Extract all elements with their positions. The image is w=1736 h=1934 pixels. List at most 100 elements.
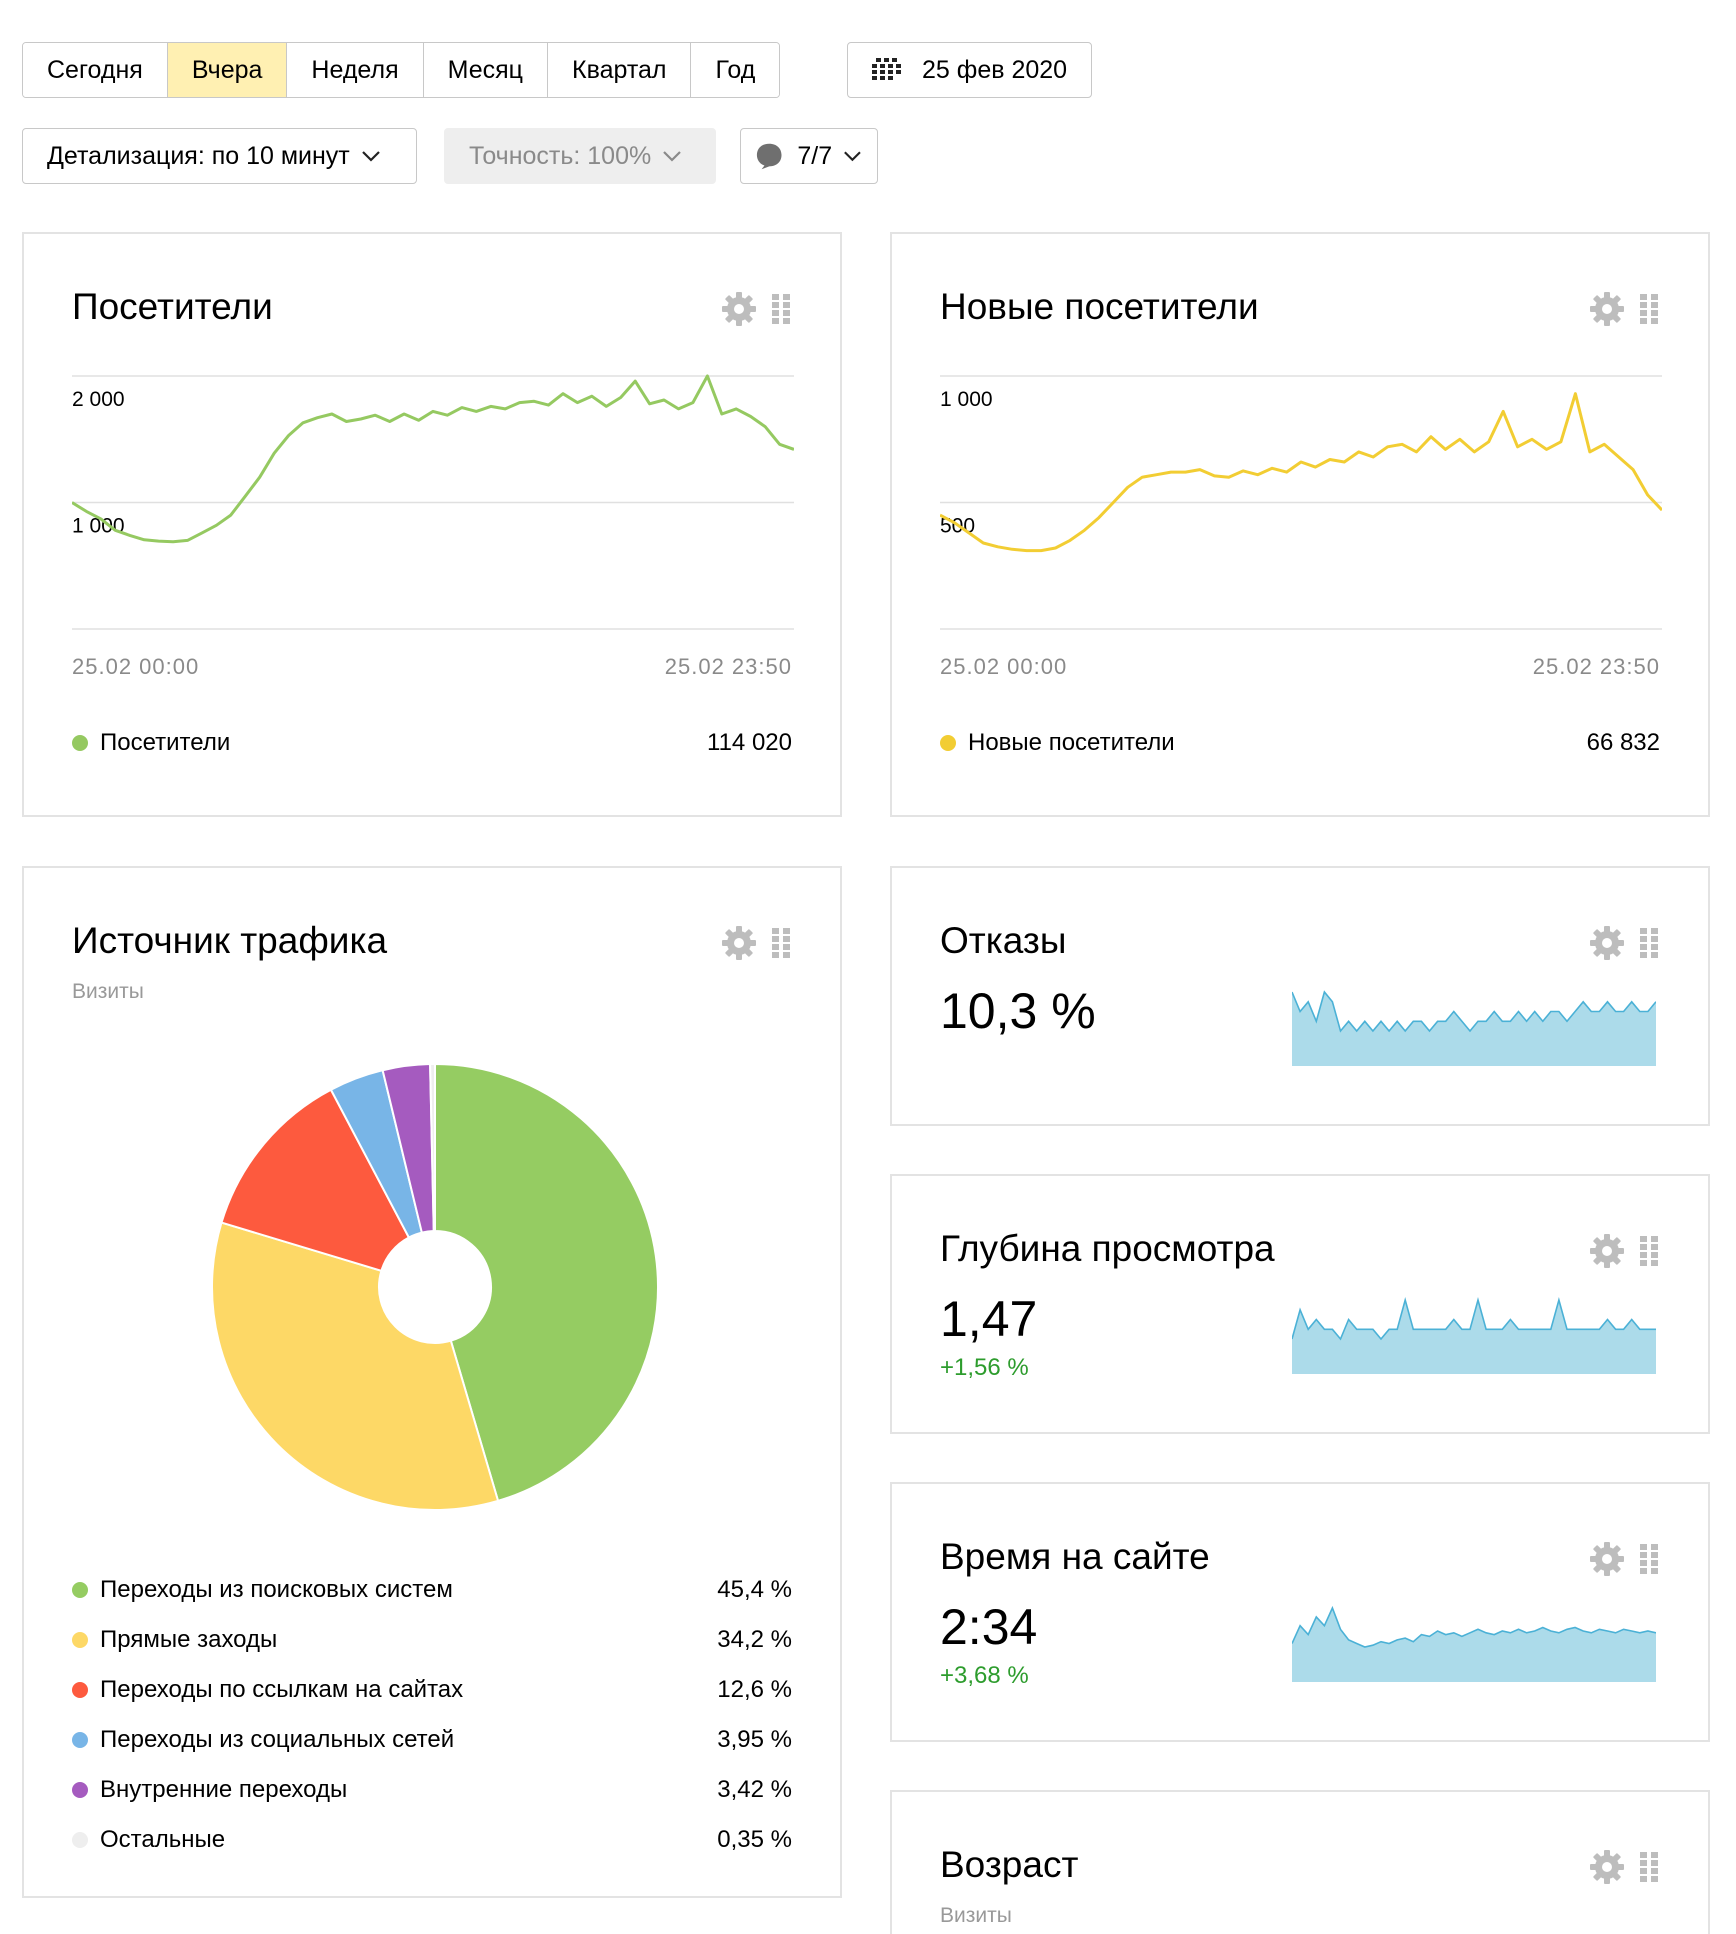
pie-slice[interactable]	[220, 1088, 411, 1273]
x-axis-end: 25.02 23:50	[664, 654, 792, 679]
calendar-icon	[872, 58, 901, 80]
gear-icon[interactable]	[1588, 290, 1626, 328]
legend-label: Остальные	[100, 1826, 226, 1853]
widget-controls	[1588, 1540, 1660, 1578]
widget-controls	[720, 924, 792, 962]
series-line	[72, 374, 794, 544]
sparkline-line	[1292, 990, 1656, 1033]
metric-delta: +1,56 %	[940, 1354, 1029, 1381]
widget-title: Возраст	[940, 1844, 1079, 1885]
period-tab[interactable]: Квартал	[548, 43, 692, 97]
legend-value: 12,6 %	[717, 1676, 792, 1703]
period-selector: Сегодня Вчера Неделя Месяц Квартал Год	[22, 42, 781, 98]
depth-sparkline	[1292, 1296, 1656, 1374]
legend-item[interactable]: Остальные 0,35 %	[72, 1825, 792, 1855]
x-axis-start: 25.02 00:00	[940, 654, 1068, 679]
legend-item[interactable]: Переходы по ссылкам на сайтах 12,6 %	[72, 1675, 792, 1705]
legend-total: 114 020	[707, 729, 792, 756]
drag-handle-icon[interactable]	[770, 292, 792, 326]
metric-value: 2:34	[940, 1599, 1038, 1655]
page-depth-widget: Глубина просмотра 1,47 +1,56 %	[890, 1174, 1710, 1434]
legend-item[interactable]: Переходы из поисковых систем 45,4 %	[72, 1575, 792, 1605]
time-on-site-widget: Время на сайте 2:34 +3,68 %	[890, 1482, 1710, 1742]
drag-handle-icon[interactable]	[1638, 1234, 1660, 1268]
legend-dot	[72, 1632, 88, 1648]
legend-item[interactable]: Внутренние переходы 3,42 %	[72, 1775, 792, 1805]
legend-label: Посетители	[100, 729, 231, 756]
sparkline-area	[1292, 1300, 1656, 1374]
comment-icon	[756, 143, 782, 170]
widget-title: Новые посетители	[940, 286, 1259, 327]
drag-handle-icon[interactable]	[1638, 1850, 1660, 1884]
gear-icon[interactable]	[1588, 1232, 1626, 1270]
traffic-source-widget: Источник трафика Визиты Переходы из поис…	[22, 866, 842, 1898]
gear-icon[interactable]	[720, 924, 758, 962]
legend-value: 3,42 %	[717, 1776, 792, 1803]
sparkline-area	[1292, 1608, 1656, 1682]
legend-dot	[72, 1732, 88, 1748]
metric-value: 1,47	[940, 1291, 1038, 1347]
widget-controls	[1588, 290, 1660, 328]
legend-total: 66 832	[1586, 729, 1660, 756]
widget-title: Посетители	[72, 286, 273, 327]
period-tab[interactable]: Год	[691, 43, 780, 97]
drag-handle-icon[interactable]	[770, 926, 792, 960]
y-tick-label: 1 000	[940, 388, 993, 411]
bounce-sparkline	[1292, 990, 1656, 1066]
drag-handle-icon[interactable]	[1638, 926, 1660, 960]
accuracy-select[interactable]: Точность: 100%	[444, 128, 716, 184]
pie-slice[interactable]	[429, 1062, 436, 1233]
date-picker-button[interactable]: 25 фев 2020	[847, 42, 1093, 98]
legend-dot	[72, 1832, 88, 1848]
visitors-chart: 2 000 1 000	[72, 374, 794, 630]
legend-item: Новые посетители 66 832	[940, 728, 1660, 758]
legend-value: 34,2 %	[717, 1626, 792, 1653]
legend-label: Внутренние переходы	[100, 1776, 348, 1803]
sparkline-line	[1292, 1296, 1656, 1341]
widget-controls	[720, 290, 792, 328]
age-widget: Возраст Визиты	[890, 1790, 1710, 1934]
legend-item[interactable]: Прямые заходы 34,2 %	[72, 1625, 792, 1655]
x-axis-start: 25.02 00:00	[72, 654, 200, 679]
bounce-rate-widget: Отказы 10,3 %	[890, 866, 1710, 1126]
chevron-down-icon	[844, 151, 861, 162]
gear-icon[interactable]	[1588, 1848, 1626, 1886]
period-tab[interactable]: Месяц	[423, 43, 548, 97]
drag-handle-icon[interactable]	[1638, 292, 1660, 326]
chevron-down-icon	[361, 151, 380, 162]
widget-subtitle: Визиты	[940, 1904, 1012, 1927]
legend-dot	[72, 1682, 88, 1698]
period-tab[interactable]: Вчера	[167, 43, 288, 97]
pie-slice[interactable]	[211, 1221, 500, 1511]
legend-dot	[72, 735, 88, 751]
y-tick-label: 2 000	[72, 388, 125, 411]
metric-delta: +3,68 %	[940, 1662, 1029, 1689]
period-tab[interactable]: Сегодня	[23, 43, 168, 97]
legend-value: 3,95 %	[717, 1726, 792, 1753]
time-sparkline	[1292, 1605, 1656, 1682]
accuracy-label: Точность: 100%	[469, 141, 652, 170]
legend-dot	[72, 1782, 88, 1798]
drag-handle-icon[interactable]	[1638, 1542, 1660, 1576]
gear-icon[interactable]	[1588, 1540, 1626, 1578]
metric-value: 10,3 %	[940, 983, 1096, 1039]
legend-item[interactable]: Переходы из социальных сетей 3,95 %	[72, 1725, 792, 1755]
pie-slice[interactable]	[434, 1062, 659, 1503]
legend-label: Переходы из социальных сетей	[100, 1726, 455, 1753]
legend-label: Переходы из поисковых систем	[100, 1576, 453, 1603]
legend-label: Новые посетители	[968, 729, 1175, 756]
notes-select[interactable]: 7/7	[740, 128, 878, 184]
y-tick-label: 1 000	[72, 515, 125, 538]
widget-controls	[1588, 924, 1660, 962]
chevron-down-icon	[663, 151, 681, 162]
period-tab[interactable]: Неделя	[287, 43, 424, 97]
gear-icon[interactable]	[720, 290, 758, 328]
visitors-widget: Посетители 2 000 1 000 25.02 00:00 25.02 …	[22, 232, 842, 817]
widget-title: Глубина просмотра	[940, 1228, 1275, 1269]
legend-item: Посетители 114 020	[72, 728, 792, 758]
legend-dot	[72, 1582, 88, 1598]
legend-value: 0,35 %	[717, 1826, 792, 1853]
gear-icon[interactable]	[1588, 924, 1626, 962]
detail-select[interactable]: Детализация: по 10 минут	[22, 128, 417, 184]
